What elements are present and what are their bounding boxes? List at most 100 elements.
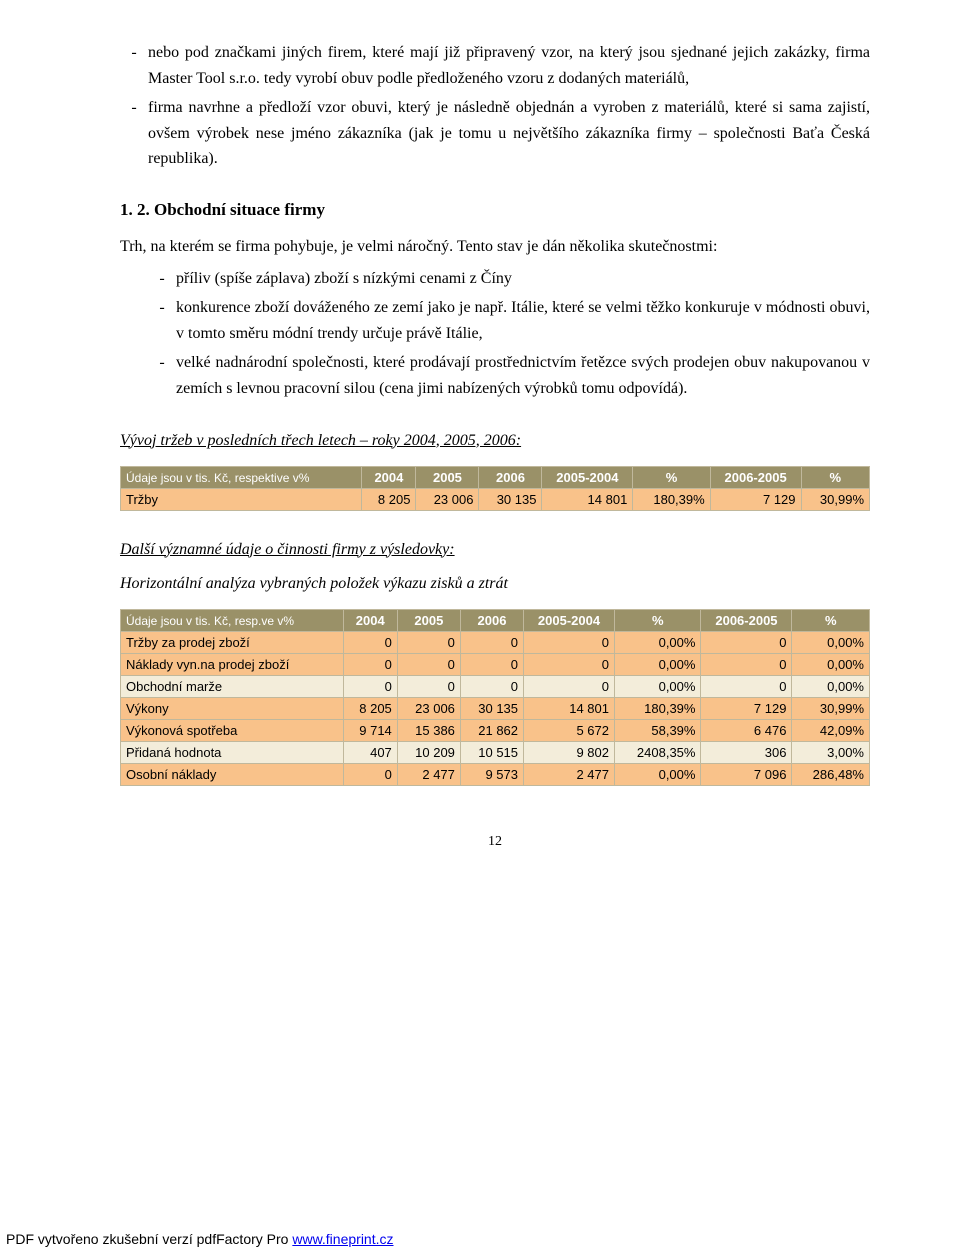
section-title: Další významné údaje o činnosti firmy z … [120, 541, 870, 559]
list-item: - konkurence zboží dováženého ze zemí ja… [148, 295, 870, 346]
nested-list: - příliv (spíše záplava) zboží s nízkými… [120, 266, 870, 402]
table-cell: Výkony [121, 697, 344, 719]
table-cell: 407 [343, 741, 397, 763]
pdf-footer: PDF vytvořeno zkušební verzí pdfFactory … [6, 1231, 394, 1247]
table-cell: 10 515 [460, 741, 523, 763]
table-row: Náklady vyn.na prodej zboží 0 0 0 0 0,00… [121, 653, 870, 675]
table-cell: 30,99% [801, 488, 869, 510]
table-cell: 0,00% [792, 653, 870, 675]
table-cell: 9 802 [524, 741, 615, 763]
table-cell: 0,00% [614, 631, 700, 653]
table-row: Tržby 8 205 23 006 30 135 14 801 180,39%… [121, 488, 870, 510]
table-cell: 8 205 [362, 488, 416, 510]
table-cell: 10 209 [397, 741, 460, 763]
section-heading: 1. 2. Obchodní situace firmy [120, 200, 870, 220]
table-cell: 286,48% [792, 763, 870, 785]
footer-link[interactable]: www.fineprint.cz [292, 1231, 393, 1247]
table-cell: Tržby [121, 488, 362, 510]
list-item: - příliv (spíše záplava) zboží s nízkými… [148, 266, 870, 292]
data-table: Údaje jsou v tis. Kč, respektive v% 2004… [120, 466, 870, 511]
table-cell: 0 [397, 653, 460, 675]
table-cell: Výkonová spotřeba [121, 719, 344, 741]
table-cell: 30 135 [460, 697, 523, 719]
table-col: 2005 [416, 466, 479, 488]
table-col: 2006-2005 [710, 466, 801, 488]
list-item-text: firma navrhne a předloží vzor obuvi, kte… [148, 95, 870, 172]
table-cell: 3,00% [792, 741, 870, 763]
table-col: 2006 [479, 466, 542, 488]
table-cell: 306 [701, 741, 792, 763]
table-cell: 21 862 [460, 719, 523, 741]
table-cell: 15 386 [397, 719, 460, 741]
list-item-text: konkurence zboží dováženého ze zemí jako… [176, 295, 870, 346]
table-cell: 6 476 [701, 719, 792, 741]
table-cell: 2 477 [397, 763, 460, 785]
list-item: - nebo pod značkami jiných firem, které … [120, 40, 870, 91]
table-cell: Přidaná hodnota [121, 741, 344, 763]
footer-text: PDF vytvořeno zkušební verzí pdfFactory … [6, 1231, 292, 1247]
table-cell: 2 477 [524, 763, 615, 785]
list-item: - velké nadnárodní společnosti, které pr… [148, 350, 870, 401]
table-cell: 0 [343, 631, 397, 653]
document-page: - nebo pod značkami jiných firem, které … [0, 0, 960, 1253]
table-cell: 0,00% [614, 675, 700, 697]
table-cell: 0 [343, 763, 397, 785]
table-cell: 7 129 [701, 697, 792, 719]
table-cell: 0 [460, 653, 523, 675]
table-revenue: Údaje jsou v tis. Kč, respektive v% 2004… [120, 466, 870, 511]
list-item: - firma navrhne a předloží vzor obuvi, k… [120, 95, 870, 172]
table-cell: 0 [460, 675, 523, 697]
table-cell: 0 [701, 631, 792, 653]
table-cell: 0,00% [792, 631, 870, 653]
table-row: Přidaná hodnota 407 10 209 10 515 9 802 … [121, 741, 870, 763]
table-cell: 30,99% [792, 697, 870, 719]
table-cell: Tržby za prodej zboží [121, 631, 344, 653]
table-cell: 14 801 [542, 488, 633, 510]
table-col: 2005-2004 [542, 466, 633, 488]
table-header-row: Údaje jsou v tis. Kč, respektive v% 2004… [121, 466, 870, 488]
table-col: 2006 [460, 609, 523, 631]
table-cell: 0,00% [614, 653, 700, 675]
table-col: 2006-2005 [701, 609, 792, 631]
table-cell: 0,00% [792, 675, 870, 697]
table-col: % [801, 466, 869, 488]
table-cell: Obchodní marže [121, 675, 344, 697]
list-item-text: velké nadnárodní společnosti, které prod… [176, 350, 870, 401]
table-analysis: Údaje jsou v tis. Kč, resp.ve v% 2004 20… [120, 609, 870, 786]
table-col: % [614, 609, 700, 631]
table-header-row: Údaje jsou v tis. Kč, resp.ve v% 2004 20… [121, 609, 870, 631]
section-title: Vývoj tržeb v posledních třech letech – … [120, 432, 870, 450]
table-cell: 5 672 [524, 719, 615, 741]
table-cell: 23 006 [416, 488, 479, 510]
table-cell: 0 [701, 653, 792, 675]
table-row: Výkony 8 205 23 006 30 135 14 801 180,39… [121, 697, 870, 719]
table-row: Obchodní marže 0 0 0 0 0,00% 0 0,00% [121, 675, 870, 697]
table-cell: 0 [524, 631, 615, 653]
table-header-note: Údaje jsou v tis. Kč, resp.ve v% [121, 609, 344, 631]
table-cell: 0 [524, 653, 615, 675]
table-cell: Náklady vyn.na prodej zboží [121, 653, 344, 675]
list-item-text: nebo pod značkami jiných firem, které ma… [148, 40, 870, 91]
table-cell: 23 006 [397, 697, 460, 719]
table-cell: 42,09% [792, 719, 870, 741]
table-col: 2005-2004 [524, 609, 615, 631]
table-cell: 9 573 [460, 763, 523, 785]
table-cell: 8 205 [343, 697, 397, 719]
table-cell: 7 096 [701, 763, 792, 785]
bullet-dash: - [148, 350, 176, 401]
bullet-dash: - [148, 266, 176, 292]
table-cell: 9 714 [343, 719, 397, 741]
table-cell: 180,39% [633, 488, 710, 510]
section-subtitle: Horizontální analýza vybraných položek v… [120, 575, 870, 593]
page-number: 12 [120, 834, 870, 850]
table-col: % [633, 466, 710, 488]
bullet-dash: - [120, 95, 148, 172]
bullet-dash: - [120, 40, 148, 91]
table-col: 2005 [397, 609, 460, 631]
table-cell: 0 [460, 631, 523, 653]
table-cell: 0 [397, 675, 460, 697]
table-cell: 0 [343, 653, 397, 675]
table-cell: 30 135 [479, 488, 542, 510]
table-col: % [792, 609, 870, 631]
table-col: 2004 [343, 609, 397, 631]
